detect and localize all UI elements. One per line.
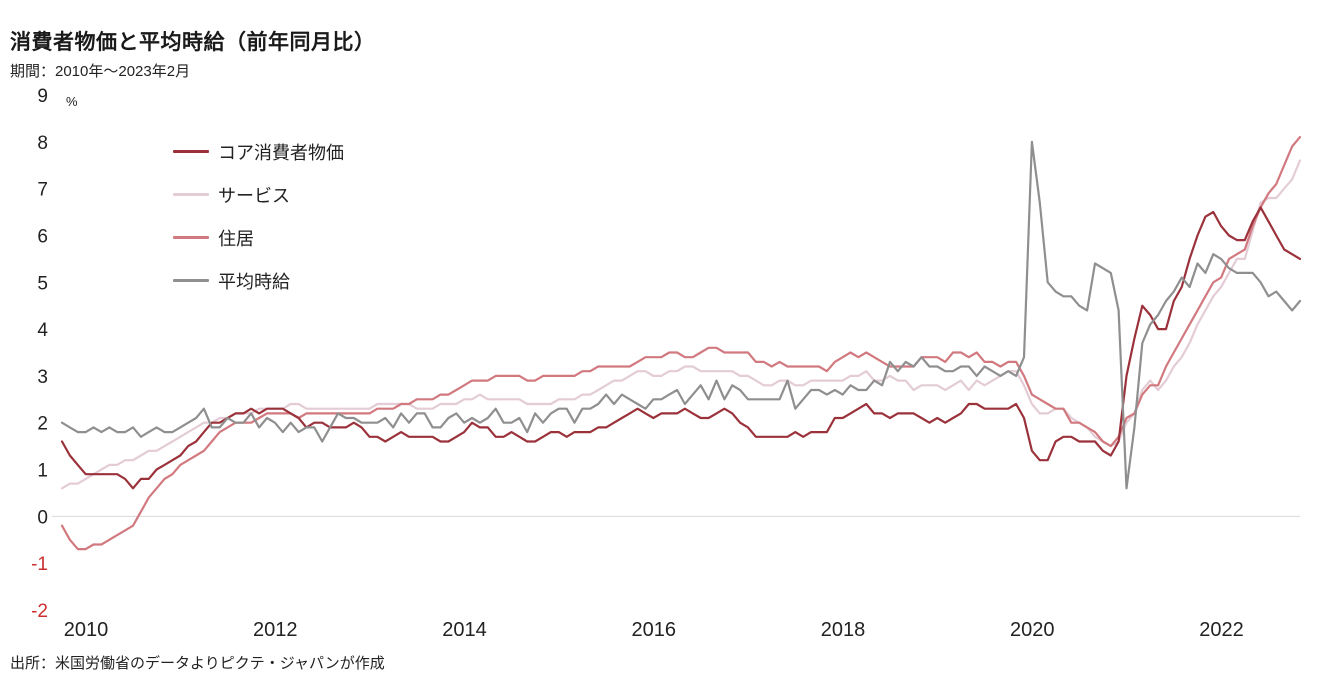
- y-tick-label: 4: [37, 320, 48, 341]
- y-tick-label: 5: [37, 273, 48, 294]
- line-chart: 9 8 7 6 5 4 3 2 1 0 -1 -2% 2010 2012 2014 2016 2018 2020 2…: [31, 86, 1302, 641]
- y-axis-unit-label: %: [66, 94, 78, 109]
- legend-item-housing: 住居: [173, 216, 344, 259]
- legend-item-services: サービス: [173, 173, 344, 216]
- source-note: 出所：米国労働省のデータよりピクテ・ジャパンが作成: [10, 655, 385, 672]
- y-tick-label: 0: [37, 507, 48, 528]
- housing-line-swatch: [173, 236, 209, 239]
- x-tick-label: 2012: [253, 619, 298, 641]
- y-tick-label: 3: [37, 367, 48, 388]
- legend-label-services: サービス: [218, 185, 290, 206]
- y-tick-label: 2: [37, 414, 48, 435]
- page-title: 消費者物価と平均時給（前年同月比）: [10, 31, 376, 55]
- y-tick-label: 8: [37, 133, 48, 154]
- y-tick-label: -1: [31, 554, 48, 575]
- legend-item-core-cpi: コア消費者物価: [173, 130, 344, 173]
- series-line-housing: [60, 136, 1302, 551]
- legend-label-avg-hourly-wage: 平均時給: [218, 271, 290, 292]
- core-cpi-line-swatch: [173, 150, 209, 153]
- legend-item-avg-hourly-wage: 平均時給: [173, 259, 344, 302]
- series-line-core-cpi: [60, 206, 1302, 490]
- x-tick-label: 2022: [1199, 619, 1244, 641]
- x-tick-label: 2018: [821, 619, 866, 641]
- x-tick-label: 2010: [64, 619, 109, 641]
- y-tick-label: 1: [37, 461, 48, 482]
- y-tick-label: 6: [37, 226, 48, 247]
- avg-hourly-wage-line-swatch: [173, 279, 209, 282]
- x-tick-label: 2020: [1010, 619, 1055, 641]
- y-tick-label: 9: [37, 86, 48, 107]
- period-subtitle: 期間：2010年～2023年2月: [10, 63, 191, 80]
- series-line-avg-hourly-wage: [60, 140, 1302, 490]
- services-line-swatch: [173, 193, 209, 196]
- x-tick-label: 2016: [631, 619, 676, 641]
- y-tick-label: 7: [37, 180, 48, 201]
- x-tick-label: 2014: [442, 619, 487, 641]
- legend-label-housing: 住居: [218, 228, 254, 249]
- y-tick-label: -2: [31, 601, 48, 622]
- legend-label-core-cpi: コア消費者物価: [218, 142, 344, 163]
- chart-legend: コア消費者物価 サービス 住居 平均時給: [173, 130, 344, 302]
